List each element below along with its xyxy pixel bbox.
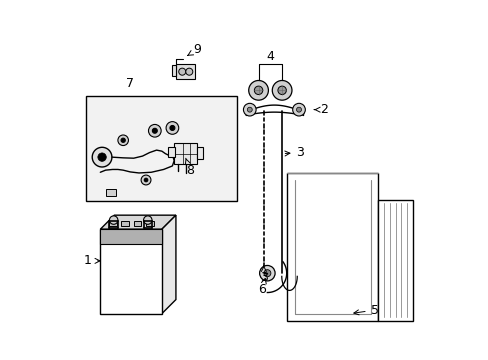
Circle shape	[185, 68, 192, 75]
Circle shape	[166, 122, 179, 134]
Bar	[105, 189, 116, 196]
Text: 3: 3	[260, 266, 267, 284]
Bar	[109, 221, 117, 226]
Bar	[146, 221, 153, 226]
Text: 8: 8	[185, 158, 194, 177]
Circle shape	[98, 153, 106, 161]
Text: 2: 2	[313, 103, 327, 116]
Polygon shape	[100, 215, 176, 229]
Circle shape	[264, 270, 270, 277]
Bar	[121, 221, 129, 226]
Bar	[171, 65, 176, 76]
Circle shape	[121, 138, 125, 142]
Bar	[176, 64, 195, 79]
Circle shape	[179, 68, 185, 75]
Bar	[377, 199, 412, 321]
Circle shape	[296, 107, 301, 112]
Text: 9: 9	[187, 44, 201, 57]
Text: 5: 5	[353, 303, 378, 316]
Circle shape	[248, 81, 268, 100]
Circle shape	[92, 147, 112, 167]
Bar	[197, 147, 203, 159]
Text: 3: 3	[284, 146, 304, 159]
Circle shape	[118, 135, 128, 145]
Text: 6: 6	[258, 278, 265, 296]
Circle shape	[143, 216, 152, 224]
Bar	[286, 173, 377, 321]
Circle shape	[292, 103, 305, 116]
Bar	[100, 229, 162, 314]
Text: 7: 7	[126, 77, 134, 90]
Polygon shape	[162, 215, 176, 314]
Bar	[168, 147, 174, 157]
Text: 1: 1	[84, 255, 100, 267]
Circle shape	[141, 175, 151, 185]
Circle shape	[277, 86, 286, 95]
Bar	[100, 229, 162, 244]
Bar	[174, 143, 197, 164]
Bar	[86, 96, 237, 201]
Circle shape	[259, 265, 275, 281]
Circle shape	[144, 178, 147, 182]
Circle shape	[243, 103, 256, 116]
Circle shape	[272, 81, 291, 100]
Circle shape	[148, 125, 161, 137]
Circle shape	[170, 126, 175, 130]
Circle shape	[152, 128, 157, 133]
Circle shape	[109, 216, 118, 224]
Text: 4: 4	[266, 50, 274, 63]
Bar	[133, 221, 141, 226]
Circle shape	[247, 107, 252, 112]
Circle shape	[254, 86, 262, 95]
